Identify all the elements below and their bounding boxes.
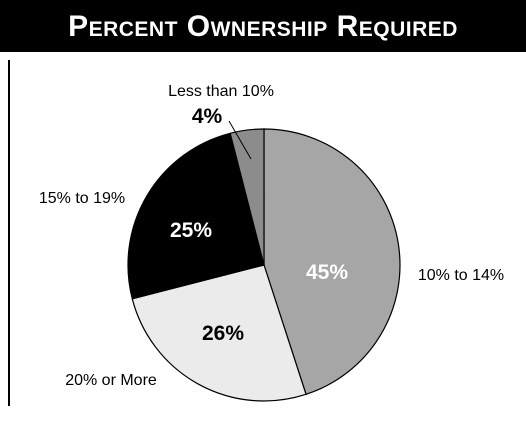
category-label-10-to-14: 10% to 14% [418, 267, 504, 284]
pie-slice-10-to-14 [263, 128, 401, 396]
title-bar: Percent Ownership Required [0, 0, 526, 52]
value-label-10-to-14: 45% [306, 261, 348, 284]
category-label-less-than-10: Less than 10% [168, 83, 274, 100]
value-label-less-than-10: 4% [192, 105, 223, 128]
leader-line-less-than-10 [228, 120, 252, 160]
left-border-rule [8, 60, 10, 406]
category-label-20-or-more: 20% or More [65, 372, 157, 389]
pie-slices [127, 128, 401, 402]
pie-slice-15-to-19 [127, 132, 265, 300]
pie-slice-less-than-10 [229, 128, 265, 266]
category-label-15-to-19: 15% to 19% [39, 190, 125, 207]
value-label-15-to-19: 25% [170, 219, 212, 242]
value-label-20-or-more: 26% [202, 322, 244, 345]
pie-slice-20-or-more [131, 264, 307, 402]
pie-labels: 45% 10% to 14% 26% 20% or More 25% 15% t… [39, 83, 504, 389]
chart-title: Percent Ownership Required [68, 10, 458, 43]
